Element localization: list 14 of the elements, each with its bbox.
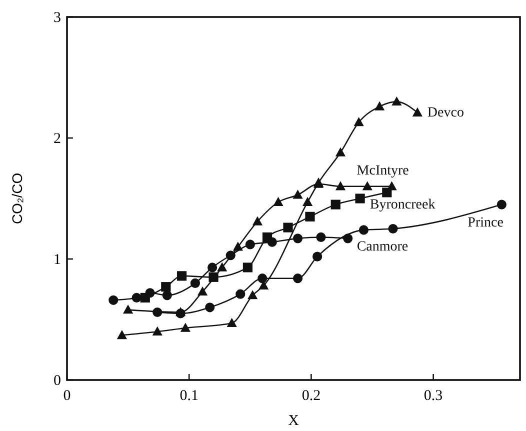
x-tick-label: 0.3 [424,388,443,404]
series-label: Canmore [356,239,408,254]
series-label: Byroncreek [370,197,436,212]
y-tick-label: 0 [54,373,61,389]
series-label: Devco [427,106,464,121]
y-tick-label: 1 [54,252,61,268]
series-label: Prince [468,216,504,231]
x-tick-label: 0.2 [302,388,321,404]
y-tick-label: 2 [54,131,61,147]
x-tick-label: 0.1 [180,388,198,404]
y-axis-title: CO₂/CO [9,172,25,224]
series-label: McIntyre [356,163,409,178]
x-axis-title: X [288,413,300,429]
y-tick-label: 3 [54,10,61,26]
